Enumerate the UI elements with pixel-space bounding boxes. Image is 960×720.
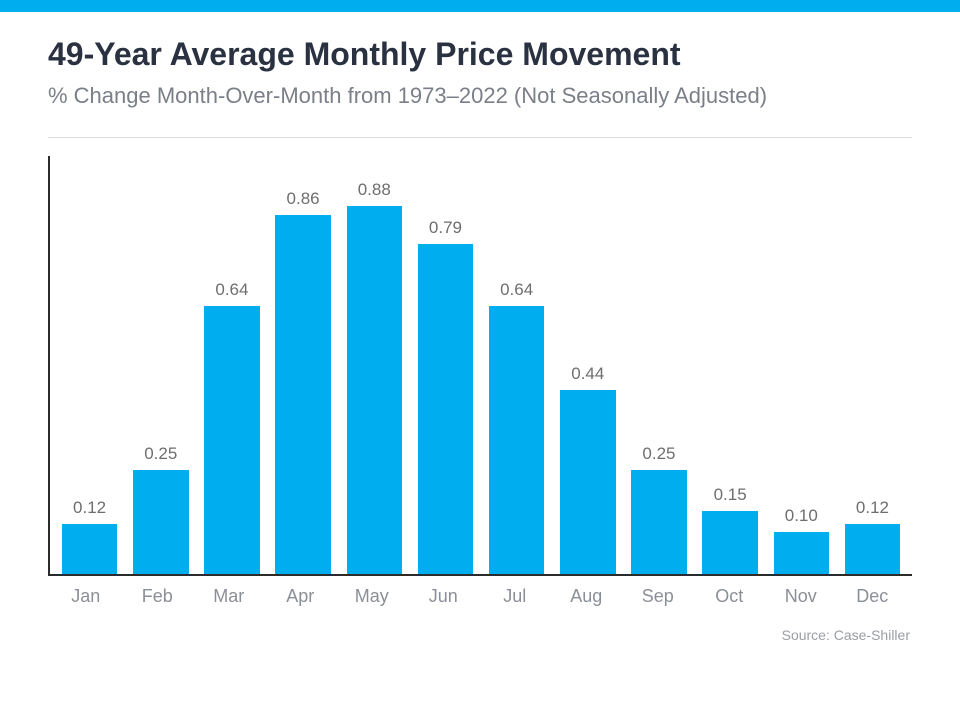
source-attribution: Source: Case-Shiller [48, 627, 912, 643]
bar-value-label: 0.88 [358, 180, 391, 200]
chart-title: 49-Year Average Monthly Price Movement [48, 36, 912, 73]
x-axis-label: Oct [694, 586, 766, 607]
bar-value-label: 0.12 [856, 498, 889, 518]
chart-wrap: 0.12 0.25 0.64 0.86 0.88 0.79 0.64 0.44 0.25 0.15… [48, 156, 912, 607]
bar-column: 0.86 [268, 156, 339, 574]
bar-rect [62, 524, 118, 574]
bar-value-label: 0.25 [642, 444, 675, 464]
bars-group: 0.12 0.25 0.64 0.86 0.88 0.79 0.64 0.44 0.25 0.15… [50, 156, 912, 574]
bar-column: 0.64 [196, 156, 267, 574]
bar-column: 0.88 [339, 156, 410, 574]
bar-value-label: 0.44 [571, 364, 604, 384]
x-axis-label: Jul [479, 586, 551, 607]
x-axis-label: Jan [50, 586, 122, 607]
top-accent-strip [0, 0, 960, 12]
x-axis-label: Aug [551, 586, 623, 607]
bar-rect [631, 470, 687, 575]
bar-value-label: 0.25 [144, 444, 177, 464]
bar-column: 0.25 [623, 156, 694, 574]
chart-area: 0.12 0.25 0.64 0.86 0.88 0.79 0.64 0.44 0.25 0.15… [48, 156, 912, 576]
chart-container: 49-Year Average Monthly Price Movement %… [0, 12, 960, 643]
bar-rect [133, 470, 189, 575]
bar-rect [418, 244, 474, 574]
bar-rect [489, 306, 545, 574]
x-axis-label: Jun [408, 586, 480, 607]
bar-rect [774, 532, 830, 574]
bar-value-label: 0.10 [785, 506, 818, 526]
bar-column: 0.12 [54, 156, 125, 574]
bar-column: 0.64 [481, 156, 552, 574]
bar-value-label: 0.64 [500, 280, 533, 300]
divider [48, 137, 912, 138]
bar-column: 0.79 [410, 156, 481, 574]
bar-rect [275, 215, 331, 574]
x-axis-label: Feb [122, 586, 194, 607]
bar-column: 0.10 [766, 156, 837, 574]
bar-column: 0.25 [125, 156, 196, 574]
x-axis-label: Dec [837, 586, 909, 607]
x-axis-label: May [336, 586, 408, 607]
bar-value-label: 0.15 [714, 485, 747, 505]
bar-value-label: 0.79 [429, 218, 462, 238]
bar-value-label: 0.64 [215, 280, 248, 300]
bar-column: 0.12 [837, 156, 908, 574]
bar-value-label: 0.86 [287, 189, 320, 209]
x-axis-label: Apr [265, 586, 337, 607]
bar-column: 0.15 [695, 156, 766, 574]
x-axis: JanFebMarAprMayJunJulAugSepOctNovDec [48, 576, 912, 607]
bar-rect [845, 524, 901, 574]
bar-rect [702, 511, 758, 574]
x-axis-label: Mar [193, 586, 265, 607]
bar-rect [204, 306, 260, 574]
bar-rect [347, 206, 403, 574]
bar-column: 0.44 [552, 156, 623, 574]
bar-rect [560, 390, 616, 574]
x-axis-label: Nov [765, 586, 837, 607]
x-axis-label: Sep [622, 586, 694, 607]
chart-subtitle: % Change Month-Over-Month from 1973–2022… [48, 83, 912, 109]
bar-value-label: 0.12 [73, 498, 106, 518]
